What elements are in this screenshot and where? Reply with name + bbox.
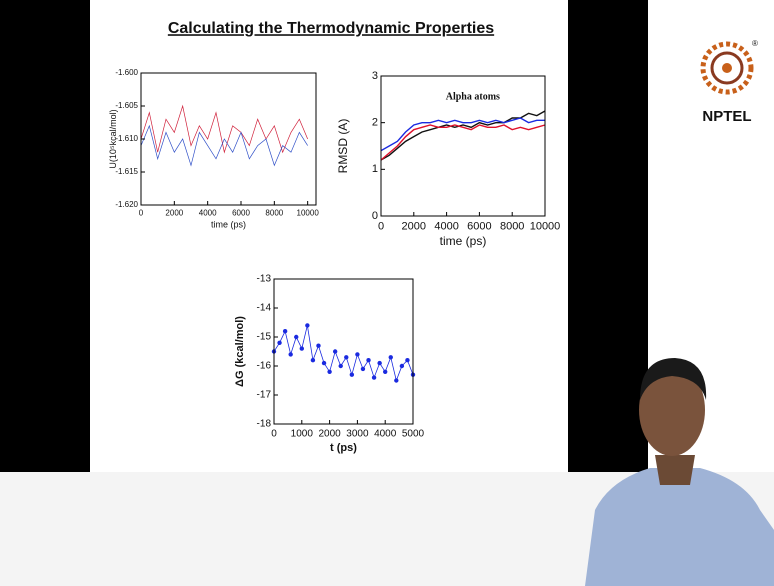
logo-ring [700, 41, 754, 95]
x-tick-label: 8000 [265, 209, 283, 218]
x-axis-label: t (ps) [330, 442, 357, 454]
logo-text: NPTEL [702, 108, 751, 125]
y-axis-label: ΔG (kcal/mol) [234, 316, 246, 387]
point [282, 329, 288, 334]
x-tick-label: 10000 [530, 221, 561, 233]
letterbox-right [568, 0, 648, 472]
point [310, 358, 316, 363]
nptel-logo: ® NPTEL [700, 39, 758, 125]
x-tick-label: 2000 [165, 209, 183, 218]
y-tick-label: -1.600 [115, 68, 138, 77]
point [360, 366, 366, 372]
y-axis-label: RMSD (A) [336, 119, 350, 174]
point [399, 363, 405, 369]
x-tick-label: 4000 [199, 209, 217, 218]
x-tick-label: 4000 [434, 221, 458, 233]
presenter-hair [640, 358, 707, 400]
series-line [380, 117, 545, 152]
x-tick-label: 0 [139, 209, 144, 218]
y-tick-label: 2 [372, 117, 378, 129]
point [305, 323, 310, 328]
y-tick-label: 1 [372, 163, 378, 175]
point [344, 355, 349, 360]
y-tick-label: -1.615 [115, 167, 138, 176]
point [394, 378, 399, 383]
x-tick-label: 4000 [374, 429, 397, 440]
y-tick-label: -18 [257, 419, 272, 430]
presenter-head [639, 364, 705, 456]
presenter [585, 358, 774, 586]
x-tick-label: 1000 [291, 429, 314, 440]
y-tick-label: -16 [257, 361, 272, 372]
point [383, 369, 388, 374]
x-tick-label: 2000 [318, 429, 341, 440]
point [321, 360, 327, 366]
point [316, 343, 321, 348]
point [355, 352, 360, 357]
y-tick-label: -1.620 [115, 200, 138, 209]
x-tick-label: 10000 [297, 209, 320, 218]
chart: -18 -17 -16 -15 -14 -13 0 1000 2000 3000 4000 5000 t… [234, 274, 425, 454]
x-tick-label: 3000 [346, 429, 369, 440]
slide-title: Calculating the Thermodynamic Properties [168, 20, 494, 37]
y-tick-label: -13 [257, 274, 272, 285]
slide [90, 0, 568, 472]
point [377, 360, 382, 366]
annotation: Alpha atoms [446, 91, 500, 102]
x-tick-label: 5000 [402, 429, 425, 440]
x-tick-label: 0 [271, 429, 277, 440]
logo-core [722, 63, 732, 73]
x-tick-label: 8000 [500, 221, 524, 233]
chart: -1.620 -1.615 -1.610 -1.605 -1.600 0 2000 4000 6… [108, 68, 319, 229]
chart: 0 1 2 3 0 2000 4000 6000 8000 10000 time (ps) RMSD … [336, 70, 561, 248]
point [299, 346, 304, 351]
y-axis-label: U(10⁵kcal/mol) [108, 109, 118, 168]
logo-registered: ® [752, 39, 758, 48]
x-tick-label: 6000 [467, 221, 491, 233]
plot-frame [380, 75, 546, 217]
y-tick-label: -1.605 [115, 101, 138, 110]
point [349, 372, 355, 377]
x-tick-label: 0 [378, 221, 384, 233]
plot-frame [273, 278, 414, 425]
y-tick-label: -14 [257, 303, 272, 314]
letterbox-left [0, 0, 90, 472]
point [388, 355, 393, 360]
y-tick-label: -1.610 [115, 134, 138, 143]
series-line [380, 124, 546, 161]
x-axis-label: time (ps) [440, 234, 487, 248]
x-axis-label: time (ps) [211, 219, 246, 229]
point [294, 334, 299, 340]
point [371, 375, 377, 380]
point [366, 358, 371, 363]
y-tick-label: 3 [372, 70, 378, 82]
series-line [140, 124, 308, 167]
logo-inner [710, 51, 744, 85]
presenter-neck [655, 455, 695, 485]
x-tick-label: 6000 [232, 209, 250, 218]
y-tick-label: -15 [257, 332, 272, 343]
series-line [140, 104, 308, 154]
x-tick-label: 2000 [402, 221, 426, 233]
presenter-shirt [585, 468, 774, 586]
point [332, 349, 338, 354]
series-line [380, 110, 546, 161]
point [288, 352, 293, 357]
y-tick-label: -17 [257, 390, 272, 401]
point [327, 369, 332, 374]
point [277, 340, 282, 345]
point [405, 358, 410, 363]
point [338, 363, 343, 369]
y-tick-label: 0 [372, 210, 378, 222]
